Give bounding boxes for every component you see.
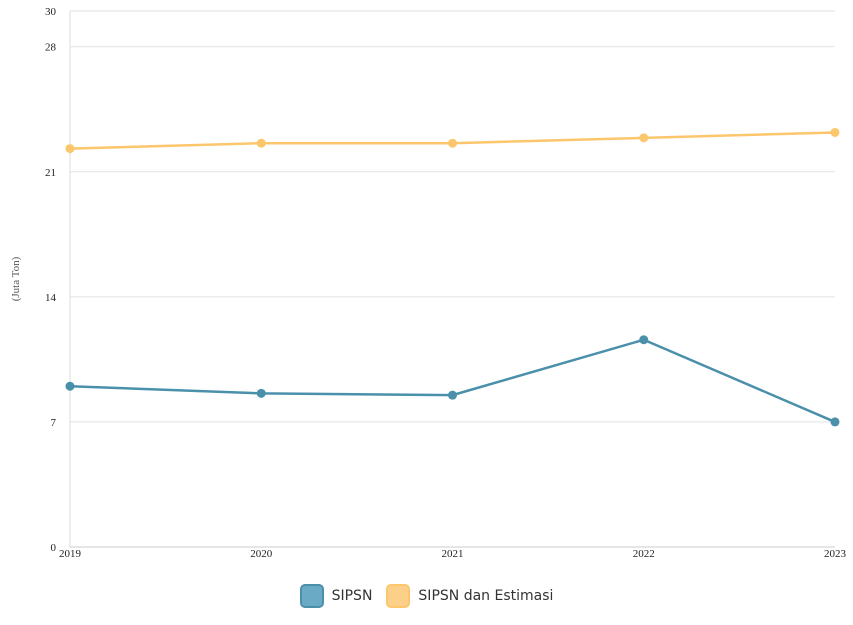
data-point[interactable] [448, 390, 457, 400]
x-axis-ticks: 2019 2020 2021 2022 2023 [59, 548, 847, 560]
data-point[interactable] [448, 138, 457, 148]
y-tick-label: 21 [45, 167, 56, 179]
legend-item-sipsn[interactable]: SIPSN [299, 584, 373, 608]
legend-swatch-sipsn-dan-estimasi [386, 584, 411, 608]
x-tick-label: 2023 [824, 548, 847, 560]
y-tick-label: 7 [51, 417, 57, 429]
legend: SIPSN SIPSN dan Estimasi [0, 584, 853, 608]
data-point[interactable] [256, 138, 266, 148]
data-point[interactable] [639, 133, 649, 143]
series-group [65, 127, 840, 427]
x-tick-label: 2019 [59, 548, 82, 560]
data-point[interactable] [65, 144, 75, 154]
data-point[interactable] [256, 388, 266, 398]
x-tick-label: 2021 [442, 548, 464, 560]
data-point[interactable] [830, 127, 840, 137]
x-tick-label: 2022 [633, 548, 655, 560]
legend-item-sipsn-dan-estimasi[interactable]: SIPSN dan Estimasi [386, 584, 553, 608]
y-tick-label: 28 [45, 42, 57, 54]
data-point[interactable] [830, 417, 840, 427]
legend-label-sipsn-dan-estimasi: SIPSN dan Estimasi [418, 588, 554, 604]
y-axis-title: (Juta Ton) [10, 256, 22, 301]
gridlines [70, 10, 835, 423]
series-line [69, 338, 836, 424]
data-point[interactable] [65, 381, 75, 391]
line-chart: 0 7 14 21 28 30 2019 2020 2021 2022 2023 (Juta To… [10, 6, 847, 560]
y-tick-label: 30 [45, 6, 57, 18]
y-tick-label: 14 [45, 292, 57, 304]
x-tick-label: 2020 [250, 548, 273, 560]
y-axis-ticks: 0 7 14 21 28 30 [45, 6, 57, 554]
legend-label-sipsn: SIPSN [331, 588, 373, 604]
y-tick-label: 0 [51, 542, 57, 554]
legend-swatch-sipsn [299, 584, 324, 608]
data-point[interactable] [639, 335, 649, 345]
